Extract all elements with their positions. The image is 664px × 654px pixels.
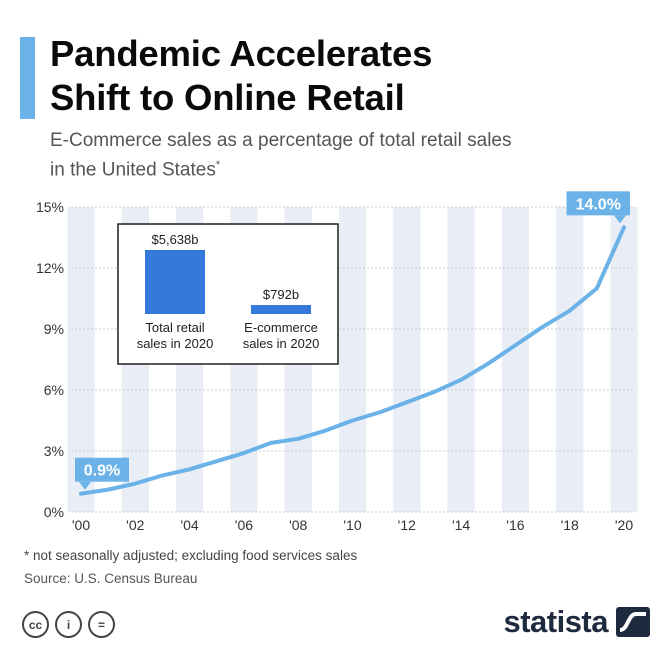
x-tick-label: '14 (452, 517, 470, 533)
grid-stripe (447, 207, 475, 512)
grid-stripe (556, 207, 584, 512)
inset-category-label: sales in 2020 (137, 336, 214, 351)
inset-value-label: $5,638b (152, 232, 199, 247)
creative-commons-icon: cc (22, 611, 49, 638)
subtitle-text: E-Commerce sales as a percentage of tota… (50, 130, 512, 181)
x-tick-label: '12 (398, 517, 416, 533)
grid-stripe (338, 207, 367, 512)
y-tick-label: 3% (44, 443, 64, 459)
y-tick-label: 15% (36, 199, 64, 215)
inset-category-label: E-commerce (244, 320, 318, 335)
footnote: * not seasonally adjusted; excluding foo… (24, 548, 358, 563)
inset-category-label: sales in 2020 (243, 336, 320, 351)
callout-pointer (614, 215, 626, 224)
subtitle-footnote-marker: * (215, 159, 221, 171)
no-derivatives-icon: = (88, 611, 115, 638)
callout-pointer (79, 481, 91, 490)
y-tick-label: 6% (44, 382, 64, 398)
data-callout: 0.9% (75, 457, 129, 490)
callout-box (566, 191, 630, 216)
x-tick-label: '00 (72, 517, 90, 533)
y-tick-label: 9% (44, 321, 64, 337)
grid-stripe (610, 207, 638, 512)
grid-stripe (393, 207, 421, 512)
brand-logo: statista (503, 604, 650, 640)
x-tick-label: '08 (289, 517, 307, 533)
inset-bar (145, 250, 205, 314)
x-tick-label: '20 (615, 517, 633, 533)
inset-bar (251, 305, 311, 314)
x-tick-label: '10 (343, 517, 361, 533)
data-callout: 14.0% (566, 191, 630, 224)
x-tick-label: '18 (561, 517, 579, 533)
x-tick-label: '06 (235, 517, 253, 533)
attribution-icon: i (55, 611, 82, 638)
line-chart: 0% 3% 6% 9% 12% 15% '00 '02 '04 '06 '08 '10 '12 '14 '1… (36, 191, 638, 533)
chart-title: Pandemic Accelerates Shift to Online Ret… (50, 33, 433, 118)
x-tick-label: '02 (126, 517, 144, 533)
callout-label: 0.9% (84, 463, 120, 480)
callout-box (75, 457, 129, 482)
chart-subtitle: E-Commerce sales as a percentage of tota… (50, 128, 630, 182)
y-tick-label: 12% (36, 260, 64, 276)
x-tick-label: '04 (180, 517, 198, 533)
grid-stripe (501, 207, 529, 512)
statista-logo-icon (616, 607, 650, 637)
title-accent-bar (20, 37, 35, 119)
inset-category-label: Total retail (145, 320, 204, 335)
inset-value-label: $792b (263, 287, 299, 302)
brand-name: statista (503, 604, 608, 639)
callout-label: 14.0% (576, 196, 621, 213)
y-tick-label: 0% (44, 504, 64, 520)
x-tick-label: '16 (506, 517, 524, 533)
source-note: Source: U.S. Census Bureau (24, 571, 198, 586)
license-icons: cc i = (22, 611, 115, 638)
series-line (79, 225, 626, 496)
